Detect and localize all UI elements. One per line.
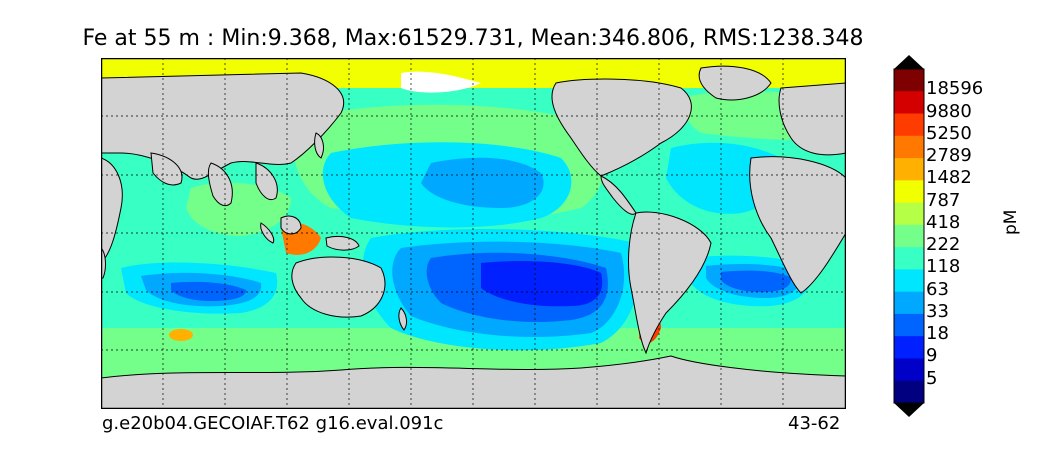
colorbar <box>893 55 925 417</box>
land-north-america <box>551 78 692 177</box>
colorbar-tick-label: 33 <box>926 300 949 322</box>
land-antarctica <box>101 355 846 409</box>
contour-sind-dark <box>171 281 246 301</box>
colorbar-tick-label: 2789 <box>926 145 972 167</box>
land-europe-east <box>778 82 846 156</box>
colorbar-tick-label: 222 <box>926 234 961 256</box>
contour-spac-core <box>481 261 603 307</box>
colorbar-tick-label: 1482 <box>926 167 972 189</box>
colorbar-tick-label: 118 <box>926 256 961 278</box>
contour-kerguelen <box>169 329 193 341</box>
land-south-america <box>628 211 712 355</box>
colorbar-tick-label: 787 <box>926 189 961 211</box>
land-africa <box>749 156 846 294</box>
colorbar-swatch <box>894 336 924 359</box>
land-africa-west <box>101 157 123 264</box>
colorbar-swatch <box>894 135 924 159</box>
map-plot-area <box>101 58 846 409</box>
land-arabia <box>150 152 183 186</box>
colorbar-tick-label: 63 <box>926 278 949 300</box>
land-borneo <box>280 215 302 235</box>
colorbar-tick-label: 418 <box>926 211 961 233</box>
map-frame <box>101 58 846 409</box>
colorbar-swatch <box>894 113 924 137</box>
colorbar-swatch <box>894 269 924 293</box>
sea-ice-mask <box>401 71 481 93</box>
graticule <box>101 58 846 409</box>
colorbar-tick-label: 5 <box>926 367 938 389</box>
land-australia <box>291 256 386 318</box>
land-central-america <box>600 175 637 215</box>
colorbar-swatch <box>894 158 924 181</box>
colorbar-tick-label: 9 <box>926 345 938 367</box>
colorbar-swatch <box>894 91 924 115</box>
land-japan <box>314 132 324 159</box>
colorbar-tick-label: 5250 <box>926 122 972 144</box>
colorbar-swatch <box>894 247 924 270</box>
contour-npac-blue <box>421 157 544 208</box>
colorbar-under-arrow <box>894 403 924 417</box>
land-india <box>207 162 233 207</box>
colorbar-swatch <box>894 224 924 248</box>
colorbar-outline <box>893 68 925 404</box>
land-greenland <box>698 65 772 101</box>
colorbar-tick-label: 18 <box>926 323 949 345</box>
colorbar-units: pM <box>1001 209 1021 235</box>
colorbar-tick-label: 9880 <box>926 100 972 122</box>
years-label: 43-62 <box>788 413 841 434</box>
colorbar-over-arrow <box>894 55 924 69</box>
colorbar-swatch <box>894 313 924 337</box>
land-se-asia <box>255 162 278 201</box>
contour-satl-dark <box>721 270 791 292</box>
colorbar-tick-label: 18596 <box>926 78 984 100</box>
colorbar-swatch <box>894 202 924 226</box>
land-new-guinea <box>325 235 360 251</box>
colorbar-swatch <box>894 291 924 315</box>
map-svg <box>101 58 846 409</box>
colorbar-swatch <box>894 358 924 382</box>
colorbar-swatch <box>894 69 924 92</box>
land <box>101 65 846 409</box>
land-new-zealand <box>398 307 408 331</box>
chart-title: Fe at 55 m : Min:9.368, Max:61529.731, M… <box>82 26 864 51</box>
case-name-label: g.e20b04.GECOIAF.T62 g16.eval.091c <box>102 413 444 434</box>
colorbar-swatch <box>894 380 924 404</box>
colorbar-swatch <box>894 180 924 204</box>
